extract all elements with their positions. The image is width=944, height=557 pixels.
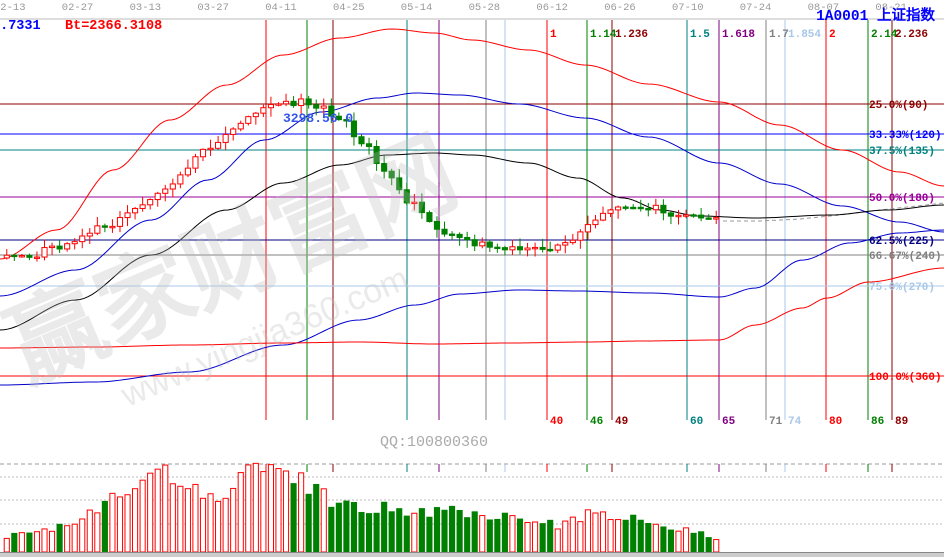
svg-text:03-13: 03-13 [130,2,162,14]
svg-text:65: 65 [722,416,736,428]
svg-text:04-11: 04-11 [265,2,297,14]
svg-text:1.14: 1.14 [590,29,617,41]
svg-text:QQ:100800360: QQ:100800360 [380,434,488,451]
svg-text:04-25: 04-25 [333,2,365,14]
svg-text:89: 89 [895,416,908,428]
svg-text:100.0%(360): 100.0%(360) [869,372,942,384]
svg-text:05-14: 05-14 [401,2,433,14]
svg-text:86: 86 [871,416,884,428]
svg-text:02-27: 02-27 [62,2,94,14]
svg-text:75.0%(270): 75.0%(270) [869,282,935,294]
svg-text:1.618: 1.618 [722,29,755,41]
svg-text:06-26: 06-26 [604,2,636,14]
svg-text:1.7331: 1.7331 [0,19,41,34]
svg-text:25.0%(90): 25.0%(90) [869,100,928,112]
svg-text:1.7: 1.7 [769,29,789,41]
svg-text:33.33%(120): 33.33%(120) [869,130,942,142]
svg-text:07-10: 07-10 [672,2,704,14]
svg-text:66.67%(240): 66.67%(240) [869,251,942,263]
svg-text:71: 71 [769,416,783,428]
svg-text:03-27: 03-27 [197,2,229,14]
svg-text:1.854: 1.854 [788,29,821,41]
svg-text:49: 49 [615,416,628,428]
svg-text:1: 1 [550,29,557,41]
svg-text:02-13: 02-13 [0,2,26,14]
svg-text:40: 40 [550,416,563,428]
svg-text:74: 74 [788,416,802,428]
svg-text:1A0001 上证指数: 1A0001 上证指数 [816,6,935,25]
svg-text:62.5%(225): 62.5%(225) [869,236,935,248]
svg-text:2: 2 [829,29,836,41]
svg-text:05-28: 05-28 [469,2,501,14]
svg-text:07-24: 07-24 [740,2,772,14]
svg-text:37.5%(135): 37.5%(135) [869,146,935,158]
svg-text:2.236: 2.236 [895,29,928,41]
svg-text:1.5: 1.5 [690,29,710,41]
svg-text:3298.56 0: 3298.56 0 [283,111,353,126]
svg-text:60: 60 [690,416,703,428]
svg-text:2.14: 2.14 [871,29,898,41]
svg-text:46: 46 [590,416,603,428]
svg-text:Bt=2366.3108: Bt=2366.3108 [65,19,162,34]
svg-text:06-12: 06-12 [536,2,568,14]
svg-text:1.236: 1.236 [615,29,648,41]
svg-text:80: 80 [829,416,842,428]
svg-text:50.0%(180): 50.0%(180) [869,193,935,205]
